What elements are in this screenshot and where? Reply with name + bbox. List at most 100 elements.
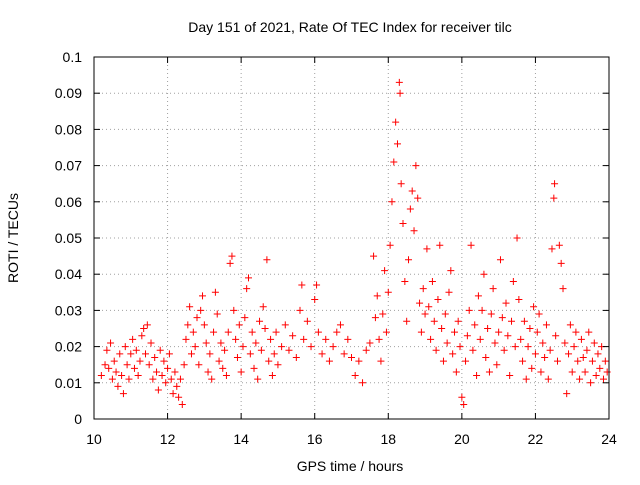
data-point xyxy=(566,321,574,329)
data-point xyxy=(318,350,326,358)
data-point xyxy=(200,321,208,329)
data-point xyxy=(222,372,230,380)
data-point xyxy=(193,314,201,322)
data-point xyxy=(544,375,552,383)
data-point xyxy=(325,357,333,365)
data-point xyxy=(495,328,503,336)
data-point xyxy=(268,372,276,380)
data-point xyxy=(250,364,258,372)
data-point xyxy=(601,357,609,365)
data-point xyxy=(199,292,207,300)
data-point xyxy=(101,361,109,369)
data-point xyxy=(217,339,225,347)
data-point xyxy=(395,78,403,86)
data-point xyxy=(154,386,162,394)
data-point xyxy=(467,241,475,249)
data-point xyxy=(583,346,591,354)
data-point xyxy=(112,368,120,376)
data-point xyxy=(373,292,381,300)
data-point xyxy=(513,234,521,242)
data-point xyxy=(211,288,219,296)
data-point xyxy=(403,317,411,325)
data-point xyxy=(303,317,311,325)
data-point xyxy=(406,205,414,213)
data-point xyxy=(434,296,442,304)
data-point xyxy=(267,335,275,343)
data-point xyxy=(576,375,584,383)
data-point xyxy=(366,339,374,347)
data-point xyxy=(204,368,212,376)
data-point xyxy=(158,372,166,380)
y-axis-label: ROTI / TECUs xyxy=(5,193,21,283)
data-point xyxy=(252,339,260,347)
data-point xyxy=(362,346,370,354)
data-point xyxy=(500,346,508,354)
data-point xyxy=(482,353,490,361)
data-point xyxy=(557,259,565,267)
data-point xyxy=(541,353,549,361)
data-point xyxy=(574,357,582,365)
data-point xyxy=(478,306,486,314)
data-point xyxy=(298,281,306,289)
data-point xyxy=(237,368,245,376)
data-point xyxy=(314,328,322,336)
data-point xyxy=(153,368,161,376)
data-point xyxy=(379,310,387,318)
data-point xyxy=(416,299,424,307)
data-point xyxy=(219,364,227,372)
data-point xyxy=(289,332,297,340)
data-point xyxy=(108,375,116,383)
data-point xyxy=(138,332,146,340)
data-point xyxy=(425,303,433,311)
data-point xyxy=(441,310,449,318)
y-tick-label: 0.08 xyxy=(55,121,82,137)
data-point xyxy=(134,372,142,380)
data-point xyxy=(105,364,113,372)
data-point xyxy=(471,321,479,329)
data-point xyxy=(184,321,192,329)
x-tick-label: 20 xyxy=(454,431,470,447)
data-point xyxy=(300,335,308,343)
data-point xyxy=(551,180,559,188)
data-point xyxy=(254,375,262,383)
data-point xyxy=(127,350,135,358)
data-point xyxy=(460,401,468,409)
data-point xyxy=(145,361,153,369)
data-point xyxy=(504,332,512,340)
data-point xyxy=(348,353,355,361)
data-point xyxy=(555,241,563,249)
y-tick-label: 0.06 xyxy=(55,194,82,210)
data-point xyxy=(97,372,105,380)
data-point xyxy=(123,361,131,369)
data-point xyxy=(182,335,190,343)
data-point xyxy=(456,343,464,351)
data-point xyxy=(508,317,516,325)
data-point xyxy=(484,325,492,332)
data-point xyxy=(524,343,532,351)
data-point xyxy=(493,361,501,369)
data-point xyxy=(572,328,580,336)
data-point xyxy=(246,350,254,358)
data-point xyxy=(243,285,251,293)
data-point xyxy=(439,357,447,365)
data-point xyxy=(191,343,199,351)
data-point xyxy=(149,375,157,383)
data-point xyxy=(552,332,560,340)
data-point xyxy=(129,335,137,343)
data-point xyxy=(565,350,573,358)
data-point xyxy=(197,306,205,314)
data-point xyxy=(272,328,280,336)
data-point xyxy=(474,292,482,300)
data-point xyxy=(292,353,300,361)
data-point xyxy=(375,335,383,343)
data-point xyxy=(599,375,607,383)
data-point xyxy=(186,303,194,311)
data-point xyxy=(498,314,506,322)
data-point xyxy=(333,328,341,336)
x-tick-label: 12 xyxy=(160,431,176,447)
data-point xyxy=(496,256,504,264)
data-point xyxy=(430,317,438,325)
data-point xyxy=(519,357,527,365)
data-point xyxy=(175,393,183,401)
